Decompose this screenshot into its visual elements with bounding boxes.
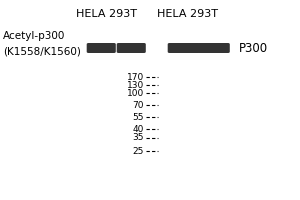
Text: 130: 130 — [127, 81, 144, 90]
Text: HELA 293T: HELA 293T — [157, 9, 218, 19]
FancyBboxPatch shape — [168, 43, 200, 53]
Text: 100: 100 — [127, 88, 144, 98]
Text: 70: 70 — [133, 100, 144, 110]
Text: 40: 40 — [133, 124, 144, 134]
FancyBboxPatch shape — [87, 43, 116, 53]
Text: Acetyl-p300: Acetyl-p300 — [3, 31, 65, 41]
Text: 55: 55 — [133, 112, 144, 121]
Text: HELA 293T: HELA 293T — [76, 9, 137, 19]
Text: (K1558/K1560): (K1558/K1560) — [3, 47, 81, 57]
FancyBboxPatch shape — [117, 43, 146, 53]
Text: 25: 25 — [133, 146, 144, 156]
Text: P300: P300 — [238, 42, 268, 54]
FancyBboxPatch shape — [198, 43, 230, 53]
Text: 35: 35 — [133, 134, 144, 142]
Text: 170: 170 — [127, 72, 144, 82]
